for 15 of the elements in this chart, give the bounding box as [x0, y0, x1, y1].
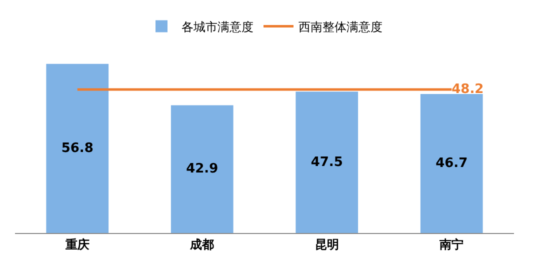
- x-tick-label: 昆明: [314, 237, 339, 252]
- data-label: 42.9: [186, 162, 218, 177]
- data-label: 56.8: [61, 140, 94, 156]
- legend-label: 各城市满意度: [182, 20, 254, 34]
- x-tick-label: 成都: [189, 237, 214, 252]
- x-tick-label: 南宁: [438, 237, 464, 252]
- data-label: 48.2: [452, 82, 484, 97]
- bar: [296, 92, 358, 233]
- data-label: 46.7: [436, 156, 468, 171]
- bar: [420, 94, 483, 233]
- data-label: 47.5: [310, 154, 343, 170]
- x-tick-label: 重庆: [64, 237, 90, 252]
- legend-label: 西南整体满意度: [298, 20, 382, 34]
- bar: [170, 105, 234, 233]
- bar: [46, 64, 109, 233]
